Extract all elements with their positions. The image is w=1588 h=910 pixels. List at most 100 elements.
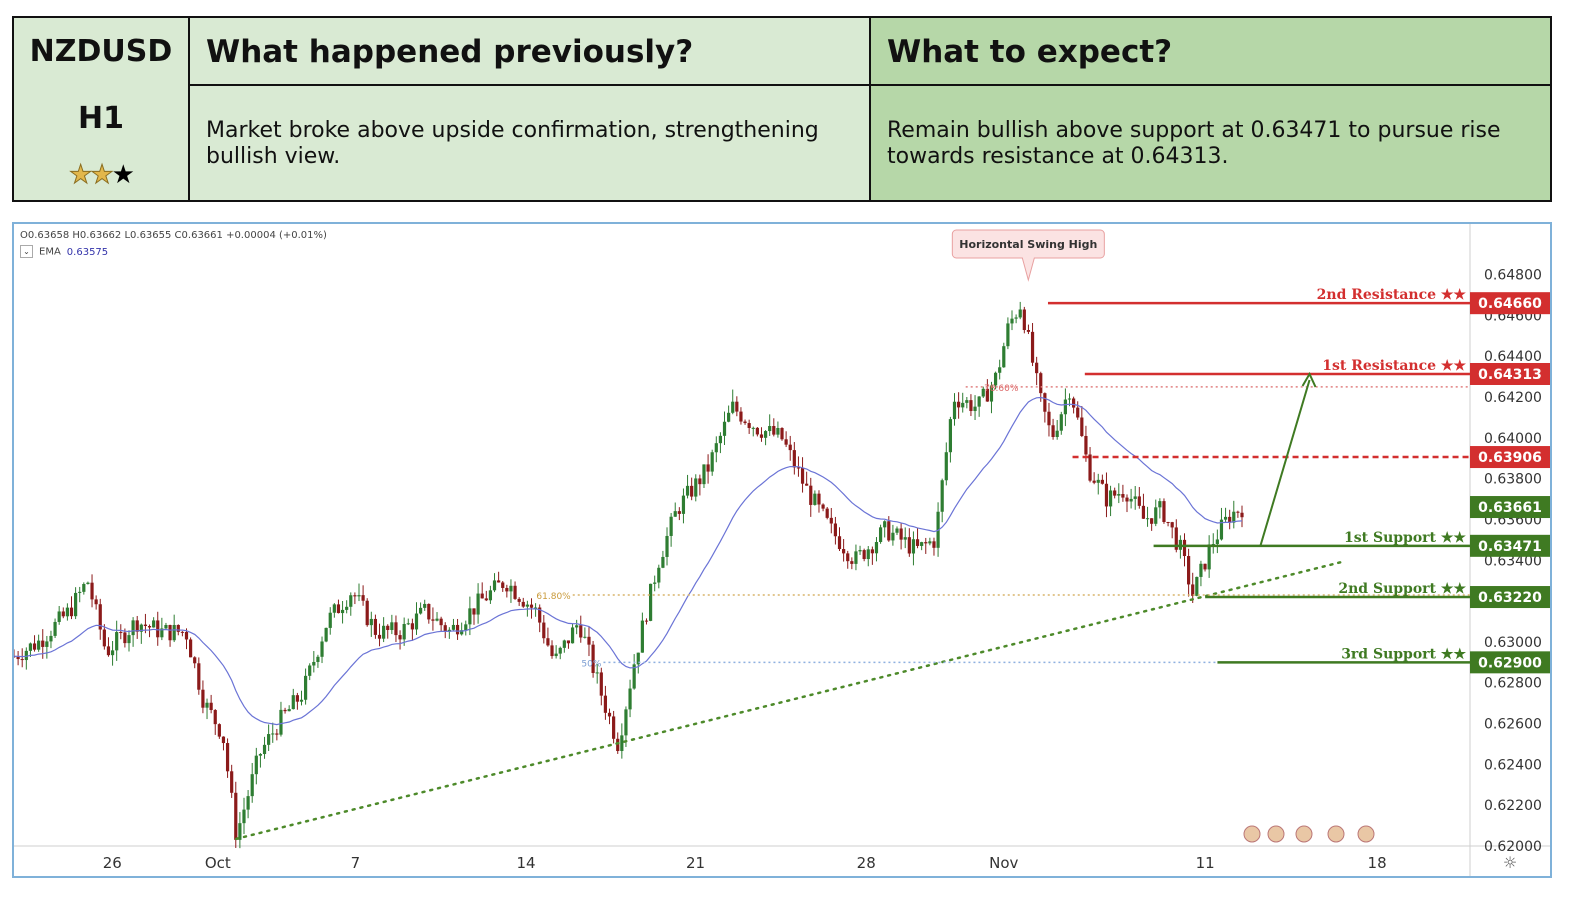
- candle-body: [345, 606, 349, 610]
- candle-body: [837, 536, 842, 550]
- economic-event-icon[interactable]: [1243, 825, 1261, 843]
- candle-body: [1228, 516, 1232, 523]
- price-tag: [1470, 446, 1550, 469]
- candle-body: [755, 427, 759, 435]
- resistance-label: 2nd Resistance ★★: [1317, 287, 1467, 303]
- candle-body: [1145, 518, 1150, 520]
- ohlc-readout: O0.63658 H0.63662 L0.63655 C0.63661 +0.0…: [20, 230, 327, 241]
- candle-body: [1055, 430, 1059, 438]
- candle-body: [353, 595, 357, 597]
- y-tick-label: 0.62200: [1484, 798, 1542, 814]
- candle-body: [164, 624, 168, 629]
- candle-body: [234, 792, 238, 840]
- candle-body: [69, 607, 74, 617]
- candle-body: [250, 774, 254, 797]
- candle-body: [981, 388, 985, 397]
- candle-body: [685, 485, 690, 496]
- candle-body: [538, 607, 542, 623]
- candle-body: [1203, 563, 1207, 570]
- price-chart[interactable]: 0.64800 0.64600 0.64400 0.64200 0.64000 0.638…: [12, 222, 1552, 878]
- candle-body: [398, 635, 402, 640]
- candle-body: [49, 635, 53, 642]
- candle-body: [570, 627, 575, 644]
- x-tick-label: Oct: [205, 854, 231, 872]
- y-tick-label: 0.62600: [1484, 717, 1542, 733]
- candle-body: [242, 809, 246, 824]
- candle-body: [747, 423, 751, 428]
- candle-body: [357, 595, 361, 597]
- candle-body: [1014, 317, 1018, 319]
- candle-body: [883, 521, 887, 528]
- economic-event-icon[interactable]: [1357, 825, 1375, 843]
- candle-body: [800, 467, 805, 484]
- candle-body: [1039, 373, 1043, 394]
- expect-body: Remain bullish above support at 0.63471 …: [887, 118, 1501, 169]
- y-tick-label: 0.64200: [1484, 390, 1542, 406]
- candle-body: [899, 528, 903, 540]
- candle-body: [61, 611, 65, 617]
- candle-body: [464, 624, 468, 631]
- candle-body: [624, 709, 628, 736]
- economic-event-icon[interactable]: [1295, 825, 1313, 843]
- candle-body: [1223, 516, 1228, 520]
- candle-body: [1035, 362, 1039, 374]
- candle-body: [616, 738, 620, 752]
- ema-value: 0.63575: [66, 246, 109, 258]
- candle-body: [82, 584, 86, 592]
- candle-body: [702, 464, 706, 485]
- candle-body: [669, 516, 673, 536]
- candle-body: [599, 672, 603, 696]
- price-tag-label: 0.64660: [1478, 296, 1542, 312]
- candle-body: [139, 624, 143, 632]
- candle-body: [184, 631, 189, 640]
- previous-title: What happened previously?: [206, 34, 694, 70]
- star-filled-icon: ★: [90, 160, 114, 190]
- candle-body: [969, 400, 973, 412]
- candle-body: [365, 600, 369, 626]
- candle-body: [414, 613, 419, 630]
- candle-body: [1137, 496, 1141, 506]
- candle-body: [587, 636, 591, 645]
- candle-body: [189, 639, 193, 658]
- y-tick-label: 0.64800: [1484, 268, 1542, 284]
- candle-body: [267, 734, 271, 745]
- candle-body: [817, 493, 821, 505]
- candle-body: [842, 549, 846, 554]
- candle-body: [94, 599, 98, 605]
- symbol-cell: NZDUSD H1 ★★★: [14, 18, 190, 200]
- candle-body: [1158, 501, 1162, 508]
- economic-event-icon[interactable]: [1267, 825, 1285, 843]
- candle-body: [903, 537, 907, 540]
- candle-body: [1215, 539, 1219, 545]
- candle-body: [850, 561, 854, 564]
- candle-body: [759, 434, 764, 438]
- candle-body: [488, 590, 493, 601]
- chart-canvas[interactable]: 0.648000.646000.644000.642000.640000.638…: [14, 224, 1550, 876]
- collapse-chevron-icon[interactable]: ⌄: [20, 245, 33, 258]
- candle-body: [743, 421, 747, 424]
- y-tick-label: 0.62400: [1484, 757, 1542, 773]
- candle-body: [657, 567, 661, 583]
- candle-body: [677, 511, 681, 514]
- candle-body: [952, 401, 957, 420]
- candle-body: [878, 527, 883, 542]
- candle-body: [209, 702, 213, 711]
- candle-body: [521, 601, 525, 607]
- candle-body: [698, 478, 702, 485]
- candle-body: [28, 643, 33, 651]
- previous-body-cell: Market broke above upside confirmation, …: [190, 86, 871, 200]
- y-tick-label: 0.62800: [1484, 676, 1542, 692]
- candle-body: [205, 702, 209, 708]
- candle-body: [1104, 483, 1109, 507]
- price-tag: [1470, 496, 1550, 519]
- economic-event-icon[interactable]: [1327, 825, 1345, 843]
- support-label: 2nd Support ★★: [1338, 581, 1466, 597]
- candle-body: [492, 580, 497, 591]
- candle-body: [468, 608, 472, 625]
- candle-body: [147, 626, 152, 628]
- candle-body: [410, 623, 414, 630]
- price-tag-label: 0.63906: [1478, 450, 1542, 466]
- ema-label: EMA: [39, 246, 61, 258]
- resistance-label: 1st Resistance ★★: [1322, 358, 1466, 374]
- arrow-head-icon: [1301, 371, 1317, 388]
